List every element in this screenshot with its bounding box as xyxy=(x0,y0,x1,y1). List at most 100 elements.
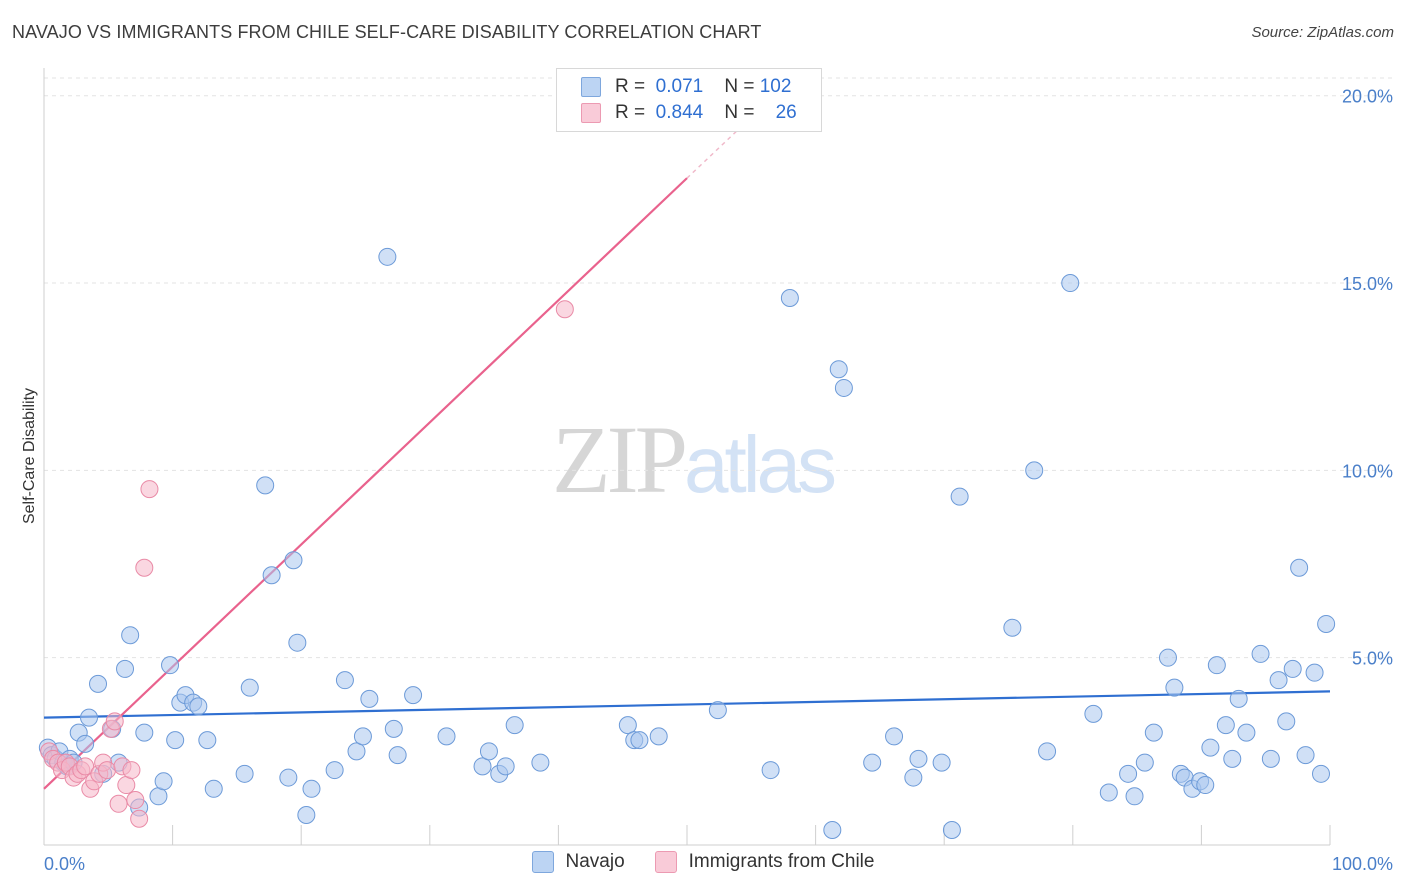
data-point xyxy=(353,727,372,746)
data-point xyxy=(121,626,140,645)
trend-line-extension-1 xyxy=(686,128,739,179)
source-label: Source: ZipAtlas.com xyxy=(1251,24,1394,41)
data-point xyxy=(942,821,961,840)
data-point xyxy=(149,787,168,806)
data-point xyxy=(1165,678,1184,697)
data-point xyxy=(1223,749,1242,768)
data-point xyxy=(297,806,316,825)
data-point xyxy=(1277,712,1296,731)
data-point xyxy=(1216,716,1235,735)
data-point xyxy=(1305,663,1324,682)
data-point xyxy=(256,476,275,495)
data-point xyxy=(284,551,303,570)
watermark-zip: ZIP xyxy=(552,406,688,513)
data-point xyxy=(130,809,149,828)
data-point xyxy=(76,757,95,776)
y-tick-label: 5.0% xyxy=(1352,649,1393,669)
grid-lines xyxy=(44,77,1392,659)
legend-label-navajo: Navajo xyxy=(565,851,625,872)
legend-n-label: N = xyxy=(724,102,755,123)
data-point xyxy=(1144,723,1163,742)
data-point xyxy=(105,712,124,731)
trend-line-1 xyxy=(43,177,688,790)
watermark: ZIPatlas xyxy=(552,404,837,515)
data-point xyxy=(335,671,354,690)
trend-lines xyxy=(43,128,1331,790)
legend-row-navajo: R = 0.071 N = 102 xyxy=(581,74,791,100)
data-point xyxy=(161,656,180,675)
data-point xyxy=(1229,689,1248,708)
y-tick-label: 10.0% xyxy=(1342,461,1393,481)
trend-line-0 xyxy=(43,690,1331,719)
data-point xyxy=(1251,644,1270,663)
data-point xyxy=(1290,558,1309,577)
data-point xyxy=(863,753,882,772)
data-point xyxy=(198,731,217,750)
data-point xyxy=(479,742,498,761)
data-point xyxy=(262,566,281,585)
data-point xyxy=(80,708,99,727)
data-point xyxy=(1317,614,1336,633)
data-point xyxy=(496,757,515,776)
data-point xyxy=(823,821,842,840)
data-point xyxy=(384,719,403,738)
data-point xyxy=(1261,749,1280,768)
data-point xyxy=(630,731,649,750)
data-point xyxy=(1158,648,1177,667)
legend-item-navajo[interactable]: Navajo xyxy=(531,851,625,873)
x-tick-label: 100.0% xyxy=(1332,854,1393,874)
data-point xyxy=(885,727,904,746)
legend-r-label: R = xyxy=(615,102,646,123)
data-point xyxy=(1084,704,1103,723)
legend-n-value: 102 xyxy=(759,76,792,97)
y-tick-label: 20.0% xyxy=(1342,87,1393,107)
data-point xyxy=(117,776,136,795)
series-navajo xyxy=(38,247,1336,840)
data-point xyxy=(904,768,923,787)
data-point xyxy=(649,727,668,746)
legend-item-chile[interactable]: Immigrants from Chile xyxy=(654,851,875,873)
series-legend: Navajo Immigrants from Chile xyxy=(0,851,1406,873)
data-point xyxy=(388,746,407,765)
data-point xyxy=(135,723,154,742)
series-chile xyxy=(40,300,574,828)
data-point xyxy=(1038,742,1057,761)
data-point xyxy=(618,716,637,735)
data-point xyxy=(1099,783,1118,802)
data-point xyxy=(76,734,95,753)
data-point xyxy=(555,300,574,319)
legend-label-chile: Immigrants from Chile xyxy=(688,851,875,872)
data-point xyxy=(1269,671,1288,690)
chart-title: NAVAJO VS IMMIGRANTS FROM CHILE SELF-CAR… xyxy=(12,22,762,42)
legend-swatch-navajo xyxy=(531,851,554,873)
data-point xyxy=(1196,776,1215,795)
data-point xyxy=(505,716,524,735)
data-point xyxy=(834,378,853,397)
data-point xyxy=(473,757,492,776)
data-point xyxy=(909,749,928,768)
data-point xyxy=(829,360,848,379)
data-point xyxy=(1119,764,1138,783)
data-point xyxy=(122,761,141,780)
data-point xyxy=(189,697,208,716)
data-point xyxy=(531,753,550,772)
data-point xyxy=(950,487,969,506)
watermark-atlas: atlas xyxy=(684,420,837,509)
data-point xyxy=(708,701,727,720)
data-point xyxy=(135,558,154,577)
data-point xyxy=(1311,764,1330,783)
data-point xyxy=(1296,746,1315,765)
data-point xyxy=(1061,274,1080,293)
tick-labels: 5.0% 10.0% 15.0% 20.0% 0.0% 100.0% xyxy=(44,87,1393,874)
data-point xyxy=(1283,659,1302,678)
data-point xyxy=(780,289,799,308)
data-point xyxy=(288,633,307,652)
data-point xyxy=(378,247,397,266)
data-point xyxy=(1003,618,1022,637)
axes xyxy=(43,68,1331,846)
data-point xyxy=(437,727,456,746)
data-point xyxy=(126,791,145,810)
data-point xyxy=(932,753,951,772)
data-point xyxy=(116,659,135,678)
legend-n-value: 26 xyxy=(775,102,797,123)
